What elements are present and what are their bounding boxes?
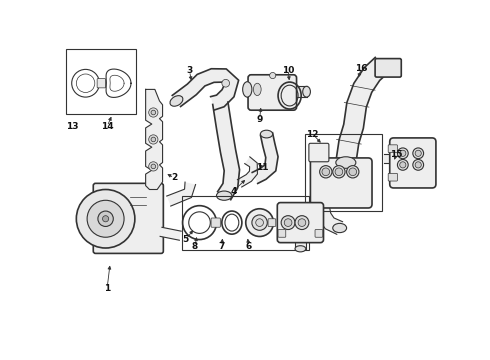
Circle shape bbox=[98, 211, 113, 226]
Text: 5: 5 bbox=[183, 235, 189, 244]
Ellipse shape bbox=[170, 96, 183, 106]
FancyBboxPatch shape bbox=[248, 75, 296, 110]
Ellipse shape bbox=[336, 157, 356, 168]
Circle shape bbox=[102, 216, 109, 222]
Polygon shape bbox=[315, 203, 343, 234]
Text: 4: 4 bbox=[230, 186, 237, 195]
Circle shape bbox=[256, 219, 264, 226]
FancyBboxPatch shape bbox=[390, 138, 436, 188]
Circle shape bbox=[284, 219, 292, 226]
Circle shape bbox=[415, 162, 421, 168]
Text: 16: 16 bbox=[355, 64, 368, 73]
Bar bbox=[66, 49, 136, 114]
Circle shape bbox=[222, 80, 229, 87]
Text: 2: 2 bbox=[171, 174, 177, 183]
Circle shape bbox=[400, 150, 406, 156]
Text: 10: 10 bbox=[282, 66, 294, 75]
Circle shape bbox=[149, 135, 158, 144]
Bar bbox=[182, 195, 309, 249]
Circle shape bbox=[397, 159, 408, 170]
Ellipse shape bbox=[243, 82, 252, 97]
Text: 11: 11 bbox=[256, 163, 269, 172]
Circle shape bbox=[76, 189, 135, 248]
FancyBboxPatch shape bbox=[97, 78, 106, 88]
Circle shape bbox=[349, 168, 357, 176]
FancyBboxPatch shape bbox=[211, 218, 220, 227]
Circle shape bbox=[397, 148, 408, 159]
Text: 6: 6 bbox=[245, 242, 252, 251]
Circle shape bbox=[335, 168, 343, 176]
Circle shape bbox=[270, 72, 276, 78]
Circle shape bbox=[245, 209, 273, 237]
Polygon shape bbox=[336, 57, 389, 164]
Circle shape bbox=[319, 166, 332, 178]
Text: 14: 14 bbox=[101, 122, 114, 131]
FancyBboxPatch shape bbox=[388, 145, 397, 153]
Polygon shape bbox=[247, 82, 260, 97]
Text: 13: 13 bbox=[66, 122, 79, 131]
Circle shape bbox=[295, 216, 309, 230]
Circle shape bbox=[87, 200, 124, 237]
Polygon shape bbox=[295, 239, 306, 249]
Circle shape bbox=[322, 168, 330, 176]
Polygon shape bbox=[160, 227, 181, 240]
Circle shape bbox=[149, 162, 158, 171]
FancyBboxPatch shape bbox=[315, 230, 323, 237]
FancyBboxPatch shape bbox=[388, 173, 397, 181]
Ellipse shape bbox=[333, 223, 346, 233]
Circle shape bbox=[400, 162, 406, 168]
Circle shape bbox=[281, 216, 295, 230]
Ellipse shape bbox=[253, 83, 261, 95]
Circle shape bbox=[151, 164, 156, 169]
Text: 15: 15 bbox=[390, 150, 402, 159]
FancyBboxPatch shape bbox=[375, 59, 401, 77]
Polygon shape bbox=[213, 102, 240, 200]
Ellipse shape bbox=[260, 130, 273, 138]
Circle shape bbox=[252, 215, 268, 230]
Text: 9: 9 bbox=[256, 115, 263, 124]
Polygon shape bbox=[146, 89, 163, 189]
Polygon shape bbox=[172, 69, 239, 110]
Circle shape bbox=[149, 108, 158, 117]
Polygon shape bbox=[384, 154, 393, 163]
Bar bbox=[305, 134, 382, 211]
Ellipse shape bbox=[303, 86, 311, 97]
Circle shape bbox=[413, 159, 423, 170]
FancyBboxPatch shape bbox=[309, 143, 329, 162]
Text: 1: 1 bbox=[104, 284, 110, 293]
Circle shape bbox=[151, 110, 156, 115]
Polygon shape bbox=[238, 157, 257, 187]
Circle shape bbox=[415, 150, 421, 156]
Polygon shape bbox=[252, 133, 278, 184]
Circle shape bbox=[151, 137, 156, 142]
Circle shape bbox=[333, 166, 345, 178]
FancyBboxPatch shape bbox=[268, 219, 276, 226]
FancyBboxPatch shape bbox=[277, 203, 323, 243]
Polygon shape bbox=[294, 86, 307, 97]
Circle shape bbox=[298, 219, 306, 226]
Polygon shape bbox=[167, 182, 196, 206]
Circle shape bbox=[346, 166, 359, 178]
Text: 7: 7 bbox=[219, 242, 225, 251]
FancyBboxPatch shape bbox=[311, 158, 372, 208]
Ellipse shape bbox=[295, 246, 306, 252]
FancyBboxPatch shape bbox=[278, 230, 286, 237]
Ellipse shape bbox=[217, 191, 232, 200]
Text: 12: 12 bbox=[306, 130, 319, 139]
Text: 3: 3 bbox=[186, 66, 193, 75]
Text: 8: 8 bbox=[192, 242, 198, 251]
Circle shape bbox=[413, 148, 423, 159]
FancyBboxPatch shape bbox=[93, 183, 163, 253]
